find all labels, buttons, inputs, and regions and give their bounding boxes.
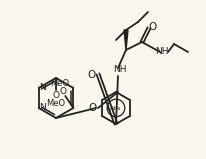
Text: MeO: MeO bbox=[50, 79, 69, 87]
Text: MeO: MeO bbox=[46, 98, 66, 107]
Text: O: O bbox=[89, 103, 97, 113]
Text: NH: NH bbox=[113, 66, 127, 75]
Polygon shape bbox=[124, 30, 128, 50]
Text: N: N bbox=[39, 104, 46, 113]
Text: O: O bbox=[88, 70, 96, 80]
Text: Abs: Abs bbox=[110, 106, 122, 111]
Text: O: O bbox=[149, 22, 157, 32]
Text: O: O bbox=[53, 90, 60, 100]
Text: N: N bbox=[39, 83, 46, 93]
Text: NH: NH bbox=[155, 46, 169, 55]
Text: O: O bbox=[60, 86, 67, 96]
